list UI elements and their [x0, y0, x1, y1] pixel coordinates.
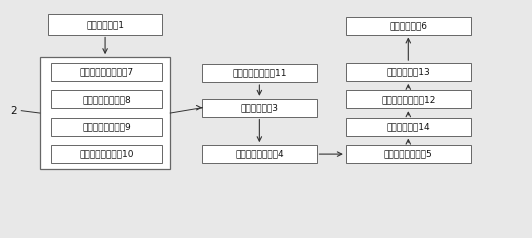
- Text: 视频时间识别模块11: 视频时间识别模块11: [232, 69, 287, 78]
- Text: 视频输出模块6: 视频输出模块6: [389, 21, 427, 30]
- FancyBboxPatch shape: [346, 63, 471, 81]
- Text: 视频色彩识别模块10: 视频色彩识别模块10: [79, 150, 134, 159]
- Text: 视频格式识别模块8: 视频格式识别模块8: [82, 95, 131, 104]
- Text: 视频输入模块1: 视频输入模块1: [86, 20, 124, 29]
- FancyBboxPatch shape: [202, 145, 317, 163]
- FancyBboxPatch shape: [202, 64, 317, 82]
- Text: 编码参数选择模块4: 编码参数选择模块4: [235, 150, 284, 159]
- FancyBboxPatch shape: [48, 14, 162, 35]
- FancyBboxPatch shape: [51, 90, 162, 108]
- Text: 视频压缩编码模块5: 视频压缩编码模块5: [384, 150, 433, 159]
- Text: 2: 2: [10, 106, 16, 116]
- FancyBboxPatch shape: [346, 118, 471, 136]
- Text: 压缩质量检测模块12: 压缩质量检测模块12: [381, 95, 436, 104]
- FancyBboxPatch shape: [51, 63, 162, 81]
- FancyBboxPatch shape: [346, 17, 471, 35]
- FancyBboxPatch shape: [40, 57, 170, 169]
- FancyBboxPatch shape: [346, 145, 471, 163]
- FancyBboxPatch shape: [346, 90, 471, 108]
- Text: 视频拼接模块14: 视频拼接模块14: [386, 122, 430, 131]
- Text: 视频分段模块3: 视频分段模块3: [240, 103, 278, 112]
- FancyBboxPatch shape: [202, 99, 317, 117]
- Text: 格式转化模块13: 格式转化模块13: [386, 68, 430, 76]
- Text: 视频分辨率识别模块7: 视频分辨率识别模块7: [79, 68, 134, 76]
- FancyBboxPatch shape: [51, 145, 162, 163]
- Text: 视频码流识别模块9: 视频码流识别模块9: [82, 122, 131, 131]
- FancyBboxPatch shape: [51, 118, 162, 136]
